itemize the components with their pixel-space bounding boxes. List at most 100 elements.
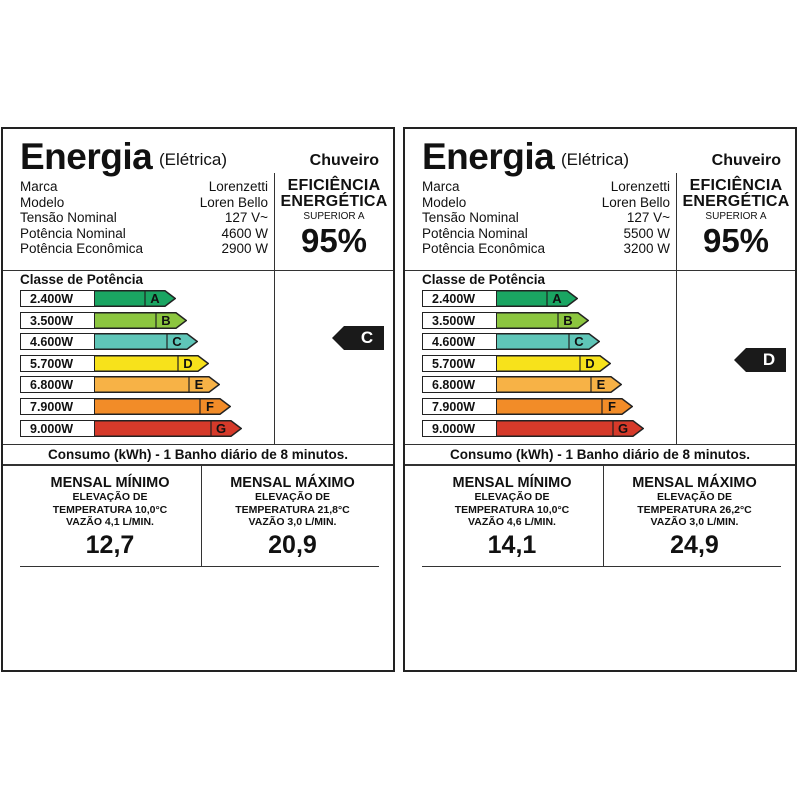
- power-class-title: Classe de Potência: [422, 272, 546, 287]
- spec-key: Modelo: [20, 194, 65, 210]
- monthly-detail: VAZÃO 4,1 L/MIN.: [66, 516, 154, 528]
- product-type: Chuveiro: [309, 152, 379, 169]
- class-bar-d: D: [93, 355, 209, 372]
- spec-key: Potência Nominal: [20, 225, 126, 241]
- efficiency-title: ENERGÉTICA: [682, 193, 790, 210]
- efficiency-title: ENERGÉTICA: [280, 193, 388, 210]
- monthly-detail: VAZÃO 3,0 L/MIN.: [650, 516, 739, 528]
- class-letter: A: [552, 291, 562, 306]
- divider: [20, 566, 379, 567]
- class-power: 9.000W: [30, 422, 74, 436]
- monthly-max-box: MENSAL MÁXIMO ELEVAÇÃO DE TEMPERATURA 26…: [604, 475, 785, 560]
- monthly-detail: ELEVAÇÃO DE: [656, 491, 733, 503]
- spec-key: Tensão Nominal: [20, 210, 117, 225]
- class-power: 7.900W: [432, 400, 476, 414]
- spec-value: 3200 W: [623, 241, 670, 256]
- class-bar-b: B: [93, 312, 187, 329]
- selected-class-indicator: C: [332, 326, 384, 350]
- class-bar-d: D: [495, 355, 611, 372]
- spec-value: 127 V~: [224, 210, 268, 225]
- spec-key: Potência Econômica: [20, 241, 144, 256]
- consumption-title: Consumo (kWh) - 1 Banho diário de 8 minu…: [449, 447, 750, 462]
- class-letter: F: [206, 399, 214, 414]
- monthly-title: MENSAL MÁXIMO: [632, 475, 757, 491]
- class-power: 4.600W: [30, 335, 74, 349]
- label-subtitle: (Elétrica): [159, 150, 228, 169]
- product-type: Chuveiro: [711, 152, 781, 169]
- spec-key: Tensão Nominal: [422, 210, 519, 225]
- class-bar-g: G: [495, 420, 644, 437]
- spec-value: 2900 W: [221, 241, 268, 256]
- spec-key: Potência Econômica: [422, 241, 546, 256]
- specs-table: Marca Lorenzetti Modelo Loren Bello Tens…: [20, 179, 268, 257]
- class-bar-e: E: [93, 376, 220, 393]
- class-power: 2.400W: [432, 292, 476, 306]
- class-power: 9.000W: [432, 422, 476, 436]
- class-bar-c: C: [495, 333, 600, 350]
- divider: [3, 444, 393, 445]
- monthly-value: 14,1: [487, 530, 537, 559]
- class-power-box: 2.400W: [422, 290, 497, 307]
- spec-key: Modelo: [422, 194, 467, 210]
- monthly-title: MENSAL MÍNIMO: [452, 475, 572, 491]
- monthly-title: MENSAL MÍNIMO: [50, 475, 170, 491]
- class-power-box: 6.800W: [20, 376, 95, 393]
- class-power-box: 7.900W: [422, 398, 497, 415]
- monthly-detail: TEMPERATURA 10,0°C: [454, 503, 570, 516]
- energy-label-2: Energia (Elétrica) Chuveiro Marca Lorenzet…: [403, 127, 797, 672]
- class-power: 6.800W: [432, 378, 476, 392]
- power-class-title: Classe de Potência: [20, 272, 144, 287]
- class-power: 6.800W: [30, 378, 74, 392]
- consumption-title: Consumo (kWh) - 1 Banho diário de 8 minu…: [47, 447, 348, 462]
- class-letter: B: [161, 313, 171, 328]
- spec-row: Potência Nominal 4600 W: [20, 226, 268, 242]
- spec-row: Marca Lorenzetti: [422, 179, 670, 195]
- energy-label-1: Energia (Elétrica) Chuveiro Marca Lorenzet…: [1, 127, 395, 672]
- class-letter: D: [585, 356, 595, 371]
- monthly-detail: TEMPERATURA 21,8°C: [235, 503, 350, 516]
- class-power-box: 5.700W: [20, 355, 95, 372]
- spec-row: Potência Nominal 5500 W: [422, 226, 670, 242]
- monthly-detail: ELEVAÇÃO DE: [474, 491, 550, 503]
- spec-value: Lorenzetti: [610, 179, 670, 194]
- class-letter: F: [608, 399, 616, 414]
- divider: [3, 270, 393, 271]
- class-letter: C: [574, 334, 584, 349]
- efficiency-box: EFICIÊNCIA ENERGÉTICA SUPERIOR A 95%: [677, 178, 795, 259]
- monthly-title: MENSAL MÁXIMO: [230, 475, 355, 491]
- class-power-box: 6.800W: [422, 376, 497, 393]
- class-bar-a: A: [93, 290, 176, 307]
- monthly-detail: ELEVAÇÃO DE: [72, 491, 148, 503]
- spec-row: Potência Econômica 3200 W: [422, 241, 670, 257]
- class-letter: C: [172, 334, 182, 349]
- selected-class-letter: C: [360, 328, 374, 347]
- class-letter: E: [194, 377, 204, 392]
- class-power-box: 4.600W: [422, 333, 497, 350]
- selected-class-indicator: D: [734, 348, 786, 372]
- class-power-box: 4.600W: [20, 333, 95, 350]
- selected-class-letter: D: [762, 350, 776, 369]
- monthly-min-box: MENSAL MÍNIMO ELEVAÇÃO DE TEMPERATURA 10…: [20, 475, 200, 560]
- class-power-box: 5.700W: [422, 355, 497, 372]
- class-bar-b: B: [495, 312, 589, 329]
- spec-value: 4600 W: [221, 225, 268, 241]
- spec-value: Loren Bello: [601, 194, 670, 210]
- spec-row: Modelo Loren Bello: [20, 195, 268, 211]
- class-letter: A: [150, 291, 160, 306]
- spec-value: Lorenzetti: [208, 179, 268, 194]
- divider: [405, 444, 795, 445]
- class-bar-f: F: [495, 398, 633, 415]
- monthly-detail: VAZÃO 3,0 L/MIN.: [248, 516, 337, 528]
- divider: [3, 464, 393, 466]
- efficiency-title: EFICIÊNCIA: [287, 177, 381, 194]
- class-letter: D: [183, 356, 193, 371]
- class-letter: B: [563, 313, 573, 328]
- divider: [274, 270, 275, 444]
- monthly-value: 24,9: [670, 530, 719, 559]
- divider: [603, 465, 604, 566]
- class-letter: G: [617, 421, 629, 436]
- class-power-box: 7.900W: [20, 398, 95, 415]
- monthly-detail: ELEVAÇÃO DE: [254, 491, 331, 503]
- monthly-detail: VAZÃO 4,6 L/MIN.: [468, 516, 556, 528]
- class-bar-c: C: [93, 333, 198, 350]
